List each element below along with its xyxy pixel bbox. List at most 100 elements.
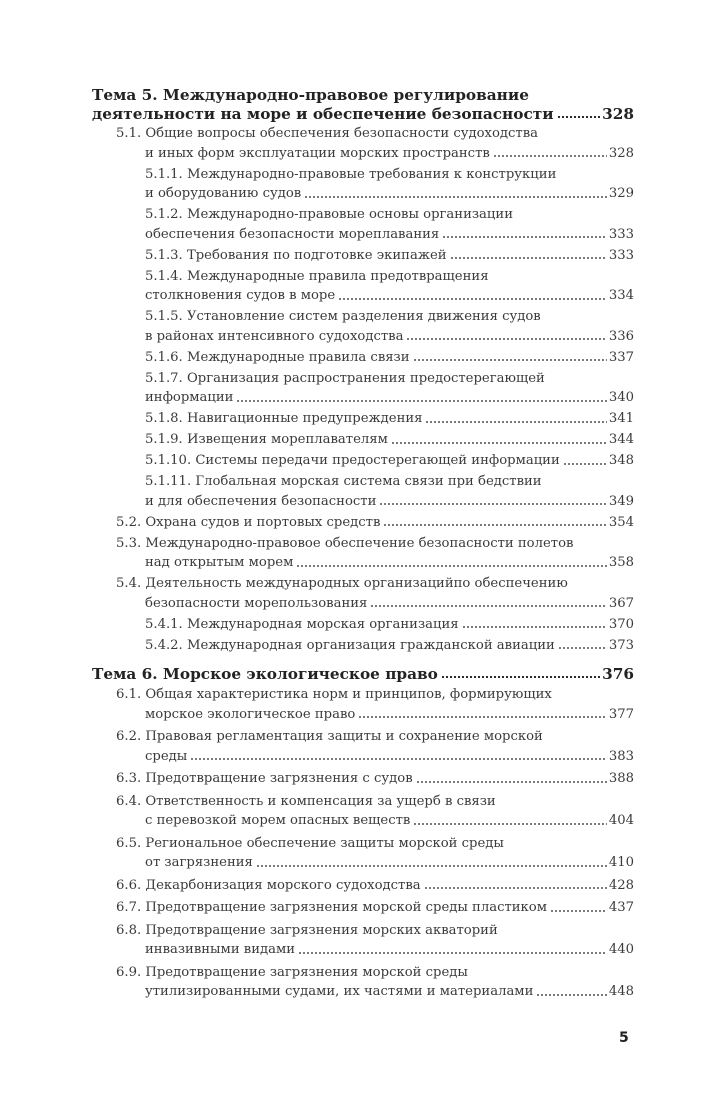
- toc-entry[interactable]: 6.3. Предотвращение загрязнения с судов 3…: [92, 769, 634, 789]
- toc-entry[interactable]: 5.1.6. Международные правила связи 337: [92, 348, 634, 368]
- toc-chapter[interactable]: Тема 5. Международно-правовое регулирова…: [92, 86, 634, 124]
- leader-dots: [255, 863, 607, 868]
- leader-dots: [425, 419, 607, 424]
- entry-page: 377: [608, 706, 634, 722]
- leader-dots: [236, 398, 607, 403]
- entry-page: 341: [608, 411, 634, 426]
- leader-dots: [383, 523, 607, 527]
- entry-title-line: 6.6. Декарбонизация морского судоходства: [116, 877, 421, 893]
- entry-title-line: 6.4. Ответственность и компенсация за ущ…: [116, 793, 496, 809]
- entry-page: 370: [608, 616, 634, 632]
- entry-title-line: 5.4.1. Международная морская организация: [145, 616, 459, 632]
- toc-entry[interactable]: 5.1.11. Глобальная морская система связи…: [92, 472, 634, 511]
- entry-page: 354: [608, 514, 634, 530]
- toc-entry[interactable]: 5.4.1. Международная морская организация…: [92, 615, 634, 635]
- entry-title-line: и оборудованию судов: [145, 186, 302, 201]
- toc-entry[interactable]: 5.1.1. Международно-правовые требования …: [92, 165, 634, 204]
- entry-title-line: инвазивными видами: [145, 942, 296, 957]
- toc-entry[interactable]: 5.1.5. Установление систем разделения дв…: [92, 307, 634, 346]
- entry-title-line: утилизированными судами, их частями и ма…: [145, 984, 534, 999]
- toc-entry[interactable]: 5.1.4. Международные правила предотвраще…: [92, 267, 634, 306]
- toc-entry[interactable]: 5.1.3. Требования по подготовке экипажей…: [92, 246, 634, 266]
- entry-title-line: 5.1.9. Извещения мореплавателям: [145, 432, 388, 447]
- entry-page: 349: [608, 493, 634, 509]
- entry-page: 376: [602, 665, 634, 683]
- entry-page: 440: [608, 942, 634, 957]
- entry-page: 328: [602, 105, 634, 123]
- entry-title-line: с перевозкой морем опасных веществ: [145, 813, 411, 828]
- toc-entry[interactable]: 6.5. Региональное обеспечение защиты мор…: [92, 834, 634, 873]
- toc-entry[interactable]: 5.1.8. Навигационные предупреждения 341: [92, 409, 634, 429]
- leader-dots: [415, 779, 607, 784]
- leader-dots: [406, 337, 607, 341]
- entry-title-line: 6.5. Региональное обеспечение защиты мор…: [116, 835, 504, 851]
- entry-page: 373: [608, 637, 634, 653]
- entry-page: 336: [608, 328, 634, 344]
- leader-dots: [562, 461, 607, 466]
- entry-title-line: деятельности на море и обеспечение безоп…: [92, 105, 554, 123]
- entry-title-line: от загрязнения: [145, 855, 253, 870]
- entry-title-line: 6.8. Предотвращение загрязнения морских …: [116, 922, 498, 938]
- toc-entry[interactable]: 6.2. Правовая регламентация защиты и сох…: [92, 727, 634, 766]
- toc-entry[interactable]: 5.1.2. Международно-правовые основы орга…: [92, 205, 634, 244]
- entry-title-line: 5.1.5. Установление систем разделения дв…: [145, 309, 541, 324]
- entry-page: 358: [608, 555, 634, 570]
- toc-entry[interactable]: 5.2. Охрана судов и портовых средств 354: [92, 513, 634, 533]
- toc-entry[interactable]: 5.1.7. Организация распространения предо…: [92, 369, 634, 408]
- entry-page: 329: [608, 186, 634, 201]
- entry-title-line: 5.1.4. Международные правила предотвраще…: [145, 268, 489, 284]
- entry-title-line: 5.1.11. Глобальная морская система связи…: [145, 474, 542, 489]
- entry-title-line: 5.2. Охрана судов и портовых средств: [116, 514, 381, 530]
- toc-entry[interactable]: 5.1.10. Системы передачи предостерегающе…: [92, 451, 634, 471]
- toc-chapter[interactable]: Тема 6. Морское экологическое право 376: [92, 665, 634, 684]
- toc-entry[interactable]: 6.4. Ответственность и компенсация за ущ…: [92, 792, 634, 831]
- toc-entry[interactable]: 6.8. Предотвращение загрязнения морских …: [92, 921, 634, 960]
- entry-page: 448: [608, 984, 634, 999]
- entry-page: 367: [608, 595, 634, 611]
- toc-entry[interactable]: 6.6. Декарбонизация морского судоходства…: [92, 876, 634, 896]
- toc-section: Тема 6. Морское экологическое право 376 6.…: [92, 665, 634, 1002]
- entry-page: 344: [608, 432, 634, 447]
- entry-page: 334: [608, 288, 634, 303]
- toc-entry[interactable]: 6.7. Предотвращение загрязнения морской …: [92, 898, 634, 918]
- toc-entry[interactable]: 5.4. Деятельность международных организа…: [92, 574, 634, 613]
- entry-title-line: 5.1.3. Требования по подготовке экипажей: [145, 247, 447, 263]
- entry-title-line: 5.1. Общие вопросы обеспечения безопасно…: [116, 126, 539, 141]
- toc-entry[interactable]: 5.3. Международно-правовое обеспечение б…: [92, 534, 634, 573]
- leader-dots: [413, 821, 607, 826]
- entry-title-line: 5.1.6. Международные правила связи: [145, 349, 410, 365]
- entry-title-line: Тема 6. Морское экологическое право: [92, 665, 438, 683]
- entry-title-line: 5.1.1. Международно-правовые требования …: [145, 166, 557, 182]
- entry-page: 388: [608, 771, 634, 786]
- entry-page: 333: [608, 247, 634, 263]
- leader-dots: [298, 950, 607, 955]
- entry-title-line: 5.3. Международно-правовое обеспечение б…: [116, 535, 574, 551]
- leader-dots: [379, 502, 607, 506]
- entry-title-line: в районах интенсивного судоходства: [145, 328, 404, 344]
- toc-entry[interactable]: 6.1. Общая характеристика норм и принцип…: [92, 685, 634, 724]
- toc-section: Тема 5. Международно-правовое регулирова…: [92, 86, 634, 655]
- entry-title-line: 6.1. Общая характеристика норм и принцип…: [116, 687, 552, 702]
- leader-dots: [358, 715, 607, 719]
- entry-title-line: и для обеспечения безопасности: [145, 493, 377, 509]
- leader-dots: [536, 992, 607, 997]
- entry-page: 404: [608, 813, 634, 828]
- toc-entry[interactable]: 6.9. Предотвращение загрязнения морской …: [92, 963, 634, 1002]
- entry-title-line: среды: [145, 748, 188, 764]
- toc-entry[interactable]: 5.1. Общие вопросы обеспечения безопасно…: [92, 124, 634, 163]
- leader-dots: [338, 296, 607, 301]
- entry-title-line: 6.3. Предотвращение загрязнения с судов: [116, 771, 413, 786]
- toc-entry[interactable]: 5.4.2. Международная организация граждан…: [92, 636, 634, 656]
- entry-page: 337: [608, 349, 634, 365]
- entry-page: 328: [608, 145, 634, 161]
- entry-page: 410: [608, 855, 634, 870]
- entry-title-line: и иных форм эксплуатации морских простра…: [145, 145, 490, 161]
- leader-dots: [412, 358, 607, 362]
- leader-dots: [557, 646, 607, 650]
- entry-title-line: над открытым морем: [145, 555, 294, 570]
- toc-entry[interactable]: 5.1.9. Извещения мореплавателям 344: [92, 430, 634, 450]
- entry-page: 348: [608, 453, 634, 468]
- leader-dots: [550, 908, 607, 913]
- entry-page: 428: [608, 877, 634, 893]
- entry-title-line: обеспечения безопасности мореплавания: [145, 226, 440, 242]
